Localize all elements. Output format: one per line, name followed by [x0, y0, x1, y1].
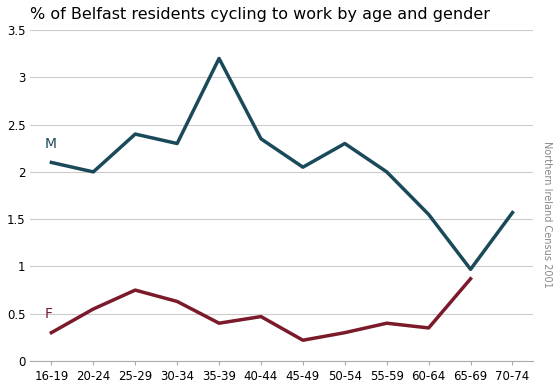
- Text: % of Belfast residents cycling to work by age and gender: % of Belfast residents cycling to work b…: [30, 7, 491, 22]
- Text: F: F: [45, 307, 53, 321]
- Text: Northern Ireland Census 2001: Northern Ireland Census 2001: [542, 141, 552, 288]
- Text: M: M: [45, 137, 57, 151]
